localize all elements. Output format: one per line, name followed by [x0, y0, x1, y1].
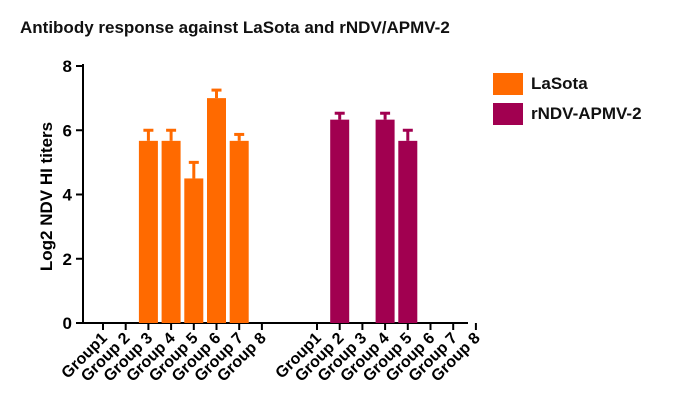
bar-rndv-apmv-2-group-5 — [398, 140, 418, 323]
legend-label-lasota: LaSota — [531, 74, 588, 93]
chart-title: Antibody response against LaSota and rND… — [20, 18, 450, 37]
legend-swatch-rndv-apmv-2 — [493, 103, 523, 125]
bar-rndv-apmv-2-group-2 — [330, 119, 350, 324]
legend-item-lasota: LaSota — [493, 72, 642, 96]
bar-lasota-group-7 — [229, 140, 249, 323]
bar-lasota-group-5 — [184, 178, 204, 323]
y-axis-label: Log2 NDV HI titers — [37, 122, 56, 271]
bar-rndv-apmv-2-group-4 — [375, 119, 395, 324]
y-tick-label-8: 8 — [63, 57, 72, 76]
bar-lasota-group-6 — [207, 98, 226, 323]
bar-lasota-group-4 — [161, 140, 181, 323]
legend-swatch-lasota — [493, 73, 523, 95]
y-tick-label-0: 0 — [63, 314, 72, 333]
bar-lasota-group-3 — [138, 140, 158, 323]
legend: LaSota rNDV-APMV-2 — [493, 72, 642, 132]
legend-item-rndv-apmv-2: rNDV-APMV-2 — [493, 102, 642, 126]
y-tick-label-4: 4 — [63, 186, 73, 205]
legend-label-rndv-apmv-2: rNDV-APMV-2 — [531, 104, 642, 123]
y-tick-label-2: 2 — [63, 250, 72, 269]
y-tick-label-6: 6 — [63, 121, 72, 140]
